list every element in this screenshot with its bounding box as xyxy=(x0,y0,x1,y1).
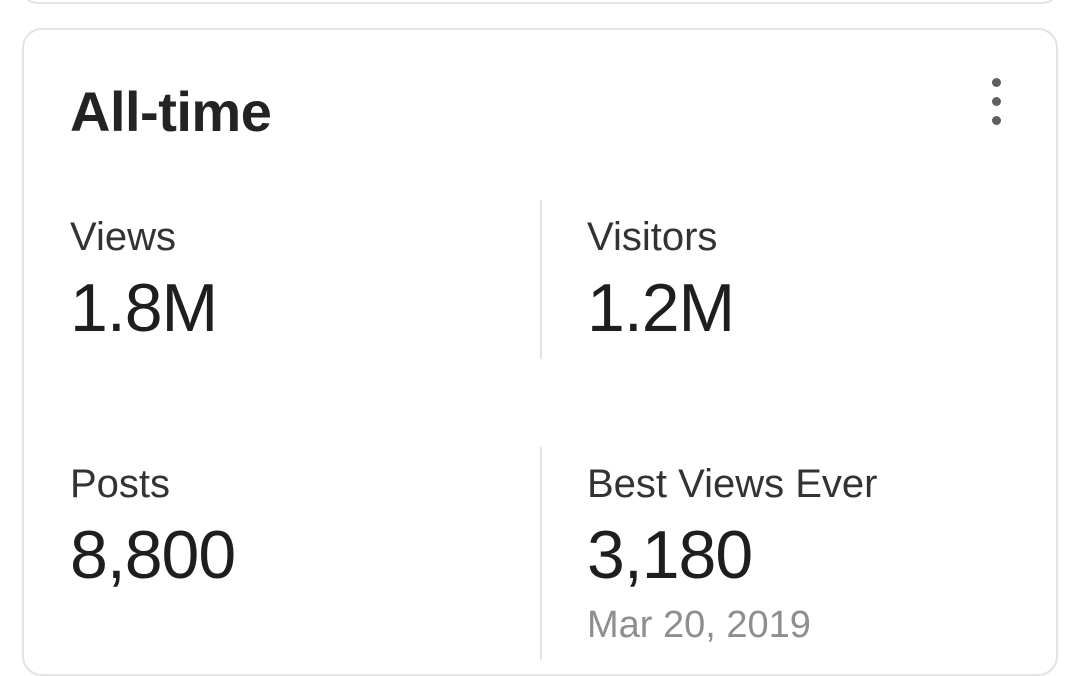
stat-label-views: Views xyxy=(70,215,176,260)
kebab-dot xyxy=(991,78,1001,87)
stat-value-visitors: 1.2M xyxy=(587,270,735,347)
kebab-menu-icon[interactable] xyxy=(974,78,1018,125)
stat-label-visitors: Visitors xyxy=(587,215,718,260)
all-time-stats-card: All-time Views 1.8M Visitors 1.2M Posts … xyxy=(22,28,1058,676)
stat-cell-visitors: Visitors 1.2M xyxy=(540,200,1056,359)
previous-card-bottom-edge xyxy=(22,0,1058,4)
card-header: All-time xyxy=(24,30,1056,144)
stat-cell-best-views-ever: Best Views Ever 3,180 Mar 20, 2019 xyxy=(540,446,1056,661)
stat-cell-views: Views 1.8M xyxy=(24,200,540,358)
kebab-dot xyxy=(991,116,1001,125)
stat-value-posts: 8,800 xyxy=(70,516,236,593)
stat-date-best-views-ever: Mar 20, 2019 xyxy=(587,603,811,646)
card-title: All-time xyxy=(70,80,272,143)
stat-cell-posts: Posts 8,800 xyxy=(24,447,540,661)
stat-label-best-views-ever: Best Views Ever xyxy=(587,461,878,506)
stat-label-posts: Posts xyxy=(70,461,171,506)
stat-value-best-views-ever: 3,180 xyxy=(587,516,753,593)
stats-grid: Views 1.8M Visitors 1.2M Posts 8,800 Bes… xyxy=(24,200,1056,661)
stat-value-views: 1.8M xyxy=(70,270,218,347)
kebab-dot xyxy=(991,97,1001,106)
